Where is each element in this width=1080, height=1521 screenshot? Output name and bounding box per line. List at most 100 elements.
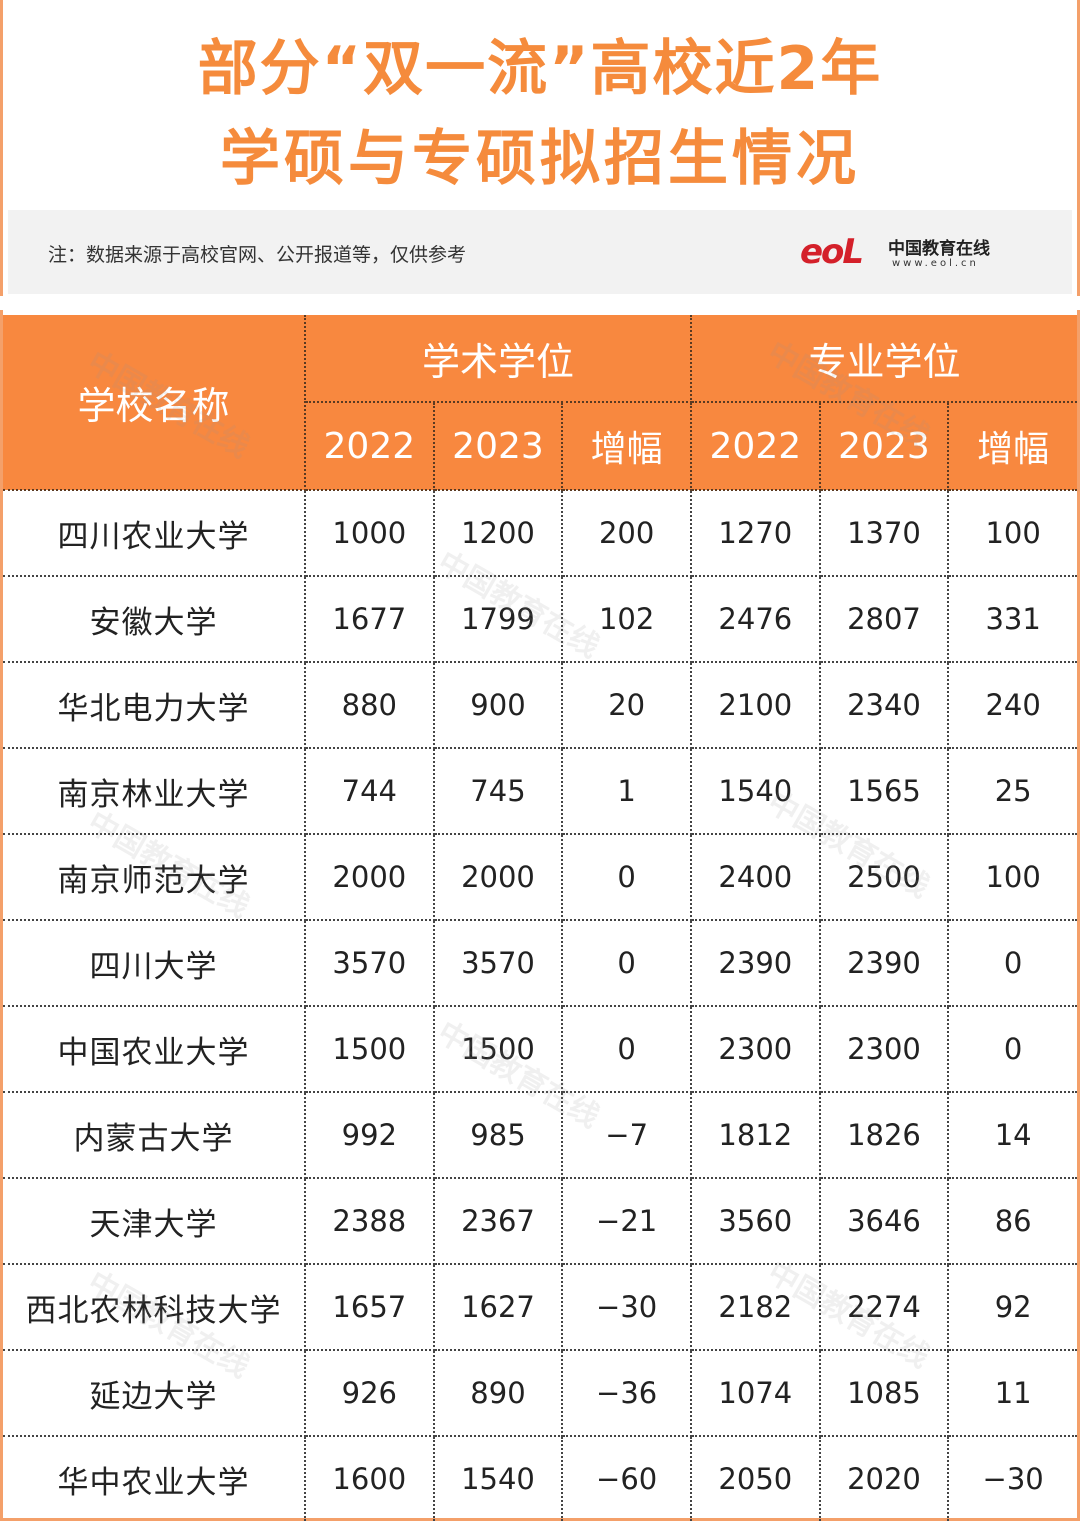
professional-2022-header: 2022 <box>691 402 821 491</box>
table-row: 四川农业大学 1000 1200 200 1270 1370 100 <box>3 490 1077 577</box>
professional-change-cell: 0 <box>948 1006 1077 1093</box>
academic-2023-cell: 1799 <box>433 576 564 663</box>
professional-2023-cell: 1085 <box>819 1350 950 1437</box>
table-row: 内蒙古大学 992 985 −7 1812 1826 14 <box>3 1092 1077 1179</box>
academic-degree-header: 学术学位 <box>305 315 692 403</box>
professional-change-cell: 240 <box>948 662 1077 749</box>
academic-2022-cell: 1500 <box>305 1006 435 1093</box>
professional-2023-cell: 2390 <box>819 920 950 1007</box>
academic-2022-cell: 3570 <box>305 920 435 1007</box>
professional-2023-cell: 1826 <box>819 1092 950 1179</box>
professional-2022-cell: 3560 <box>691 1178 821 1265</box>
school-name-cell: 四川大学 <box>3 920 306 1007</box>
professional-change-cell: −30 <box>982 1462 1044 1496</box>
academic-2023-cell: 1540 <box>433 1436 564 1521</box>
professional-2022-cell: 2400 <box>691 834 821 921</box>
professional-change-cell: 14 <box>948 1092 1077 1179</box>
professional-2023-cell: 3646 <box>819 1178 950 1265</box>
professional-change-cell: 86 <box>948 1178 1077 1265</box>
eol-logo-name: 中国教育在线 <box>888 239 990 259</box>
table-row: 西北农林科技大学 1657 1627 −30 2182 2274 92 <box>3 1264 1077 1351</box>
professional-change-cell: 100 <box>948 834 1077 921</box>
school-name-cell: 南京林业大学 <box>3 748 306 835</box>
source-note: 注：数据来源于高校官网、公开报道等，仅供参考 <box>48 244 467 266</box>
table-row: 南京林业大学 744 745 1 1540 1565 25 <box>3 748 1077 835</box>
academic-2023-cell: 985 <box>433 1092 564 1179</box>
table-row: 南京师范大学 2000 2000 0 2400 2500 100 <box>3 834 1077 921</box>
professional-2023-cell: 2300 <box>819 1006 950 1093</box>
professional-2022-cell: 2100 <box>691 662 821 749</box>
academic-change-cell: 0 <box>562 834 692 921</box>
school-name-cell: 天津大学 <box>3 1178 306 1265</box>
professional-2023-cell: 2274 <box>819 1264 950 1351</box>
academic-2022-cell: 926 <box>305 1350 435 1437</box>
school-name-cell: 中国农业大学 <box>3 1006 306 1093</box>
academic-change-cell: 0 <box>562 920 692 1007</box>
professional-change-cell: 92 <box>948 1264 1077 1351</box>
professional-2022-cell: 2390 <box>691 920 821 1007</box>
academic-2022-cell: 992 <box>305 1092 435 1179</box>
academic-change-cell: 200 <box>562 490 692 577</box>
professional-2022-cell: 2300 <box>691 1006 821 1093</box>
school-name-cell: 延边大学 <box>3 1350 306 1437</box>
academic-2022-header: 2022 <box>305 402 435 491</box>
professional-degree-header: 专业学位 <box>691 315 1077 403</box>
separator <box>0 296 1080 310</box>
academic-2023-cell: 2367 <box>433 1178 564 1265</box>
table-row: 天津大学 2388 2367 −21 3560 3646 86 <box>3 1178 1077 1265</box>
table-row: 华中农业大学 1600 1540 −60 2050 2020 −30 <box>3 1436 1077 1521</box>
school-name-cell: 华中农业大学 <box>3 1436 306 1521</box>
professional-2023-header: 2023 <box>819 402 950 491</box>
academic-change-cell: 20 <box>562 662 692 749</box>
enrollment-table: 学校名称 学术学位 专业学位 2022 2023 增幅 2022 2023 增幅… <box>3 315 1077 1521</box>
professional-change-header: 增幅 <box>948 402 1077 491</box>
school-name-cell: 安徽大学 <box>3 576 306 663</box>
school-name-cell: 西北农林科技大学 <box>3 1264 306 1351</box>
professional-2023-cell: 1565 <box>819 748 950 835</box>
eol-logo: eoL 中国教育在线 www.eol.cn <box>800 230 1010 276</box>
professional-2022-cell: 2182 <box>691 1264 821 1351</box>
school-name-cell: 华北电力大学 <box>3 662 306 749</box>
academic-2022-cell: 880 <box>305 662 435 749</box>
note-bar: 注：数据来源于高校官网、公开报道等，仅供参考 eoL 中国教育在线 www.eo… <box>8 210 1072 294</box>
academic-2023-cell: 890 <box>433 1350 564 1437</box>
academic-change-cell: 0 <box>562 1006 692 1093</box>
academic-2022-cell: 1600 <box>305 1436 435 1521</box>
professional-2023-cell: 2807 <box>819 576 950 663</box>
professional-2022-cell: 1540 <box>691 748 821 835</box>
professional-2023-cell: 2340 <box>819 662 950 749</box>
academic-2023-cell: 745 <box>433 748 564 835</box>
professional-change-cell: 11 <box>948 1350 1077 1437</box>
table-row: 安徽大学 1677 1799 102 2476 2807 331 <box>3 576 1077 663</box>
academic-2023-cell: 1627 <box>433 1264 564 1351</box>
school-name-cell: 南京师范大学 <box>3 834 306 921</box>
professional-2022-cell: 1270 <box>691 490 821 577</box>
school-name-cell: 内蒙古大学 <box>3 1092 306 1179</box>
table-row: 华北电力大学 880 900 20 2100 2340 240 <box>3 662 1077 749</box>
title-line-2: 学硕与专硕拟招生情况 <box>220 124 860 194</box>
page-title: 部分“双一流”高校近2年 学硕与专硕拟招生情况 <box>0 0 1080 210</box>
academic-2022-cell: 2388 <box>305 1178 435 1265</box>
academic-change-cell: −21 <box>562 1178 692 1265</box>
academic-2023-header: 2023 <box>433 402 564 491</box>
academic-2023-cell: 2000 <box>433 834 564 921</box>
academic-change-cell: −36 <box>562 1350 692 1437</box>
eol-logo-mark: eoL <box>800 232 864 272</box>
table-row: 四川大学 3570 3570 0 2390 2390 0 <box>3 920 1077 1007</box>
academic-2022-cell: 1677 <box>305 576 435 663</box>
academic-2022-cell: 2000 <box>305 834 435 921</box>
academic-change-cell: −30 <box>562 1264 692 1351</box>
professional-2022-cell: 1812 <box>691 1092 821 1179</box>
professional-2022-cell: 2476 <box>691 576 821 663</box>
professional-2023-cell: 2500 <box>819 834 950 921</box>
table-row: 延边大学 926 890 −36 1074 1085 11 <box>3 1350 1077 1437</box>
professional-2023-cell: 1370 <box>819 490 950 577</box>
professional-change-cell: 331 <box>948 576 1077 663</box>
school-name-cell: 四川农业大学 <box>3 490 306 577</box>
professional-2022-cell: 1074 <box>691 1350 821 1437</box>
academic-change-cell: −60 <box>562 1436 692 1521</box>
academic-2023-cell: 1200 <box>433 490 564 577</box>
academic-change-header: 增幅 <box>562 402 692 491</box>
academic-2023-cell: 900 <box>433 662 564 749</box>
academic-change-cell: 102 <box>562 576 692 663</box>
